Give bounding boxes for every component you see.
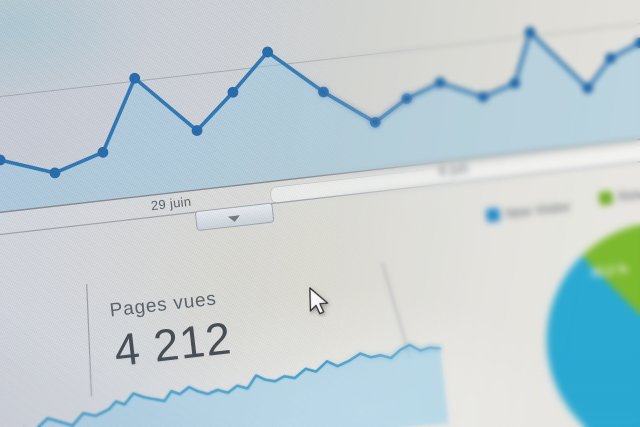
- legend-swatch-green: [598, 190, 614, 206]
- legend-swatch-blue: [485, 207, 501, 223]
- mouse-cursor-icon: [309, 287, 329, 315]
- pie-slice-label: 32,2 %: [589, 261, 629, 280]
